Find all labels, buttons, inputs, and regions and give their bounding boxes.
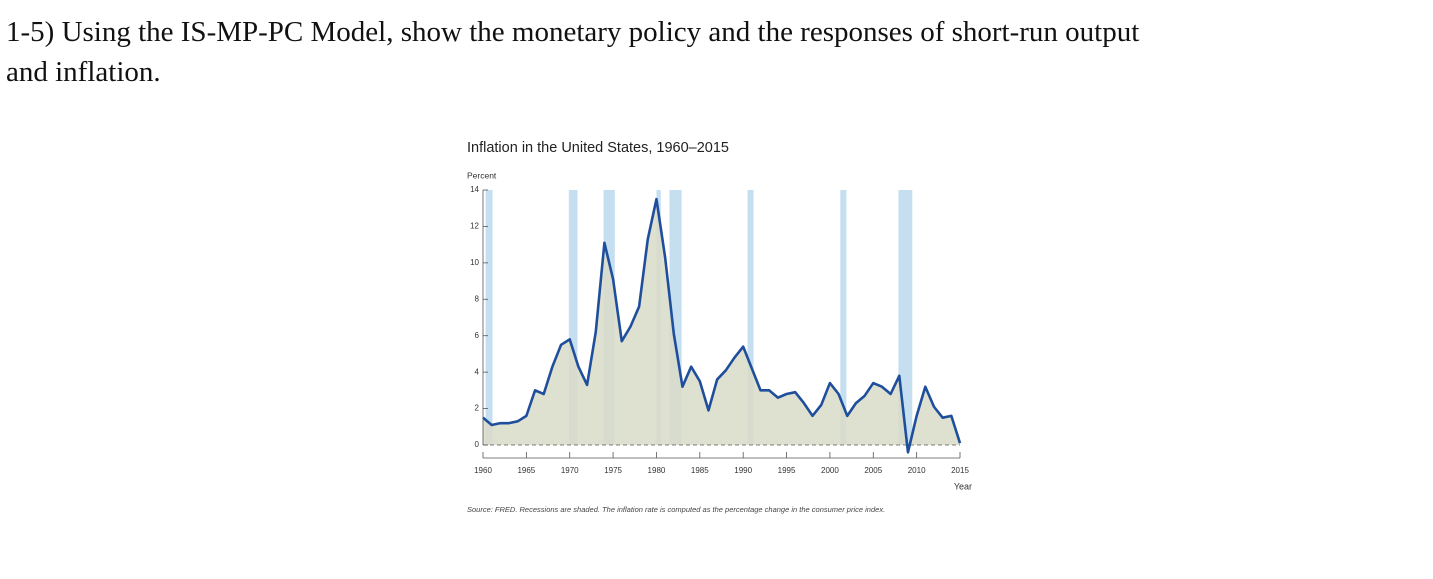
y-tick-label: 14 [470,185,479,194]
x-tick-label: 2000 [821,466,839,475]
recession-band [485,190,493,445]
y-tick-label: 6 [475,331,480,340]
y-tick-label: 10 [470,258,479,267]
y-tick-label: 8 [475,294,480,303]
x-axis-label: Year [954,481,972,491]
x-tick-label: 1985 [691,466,709,475]
area [483,199,960,453]
line [482,197,962,454]
y-tick-label: 12 [470,222,479,231]
chart-title: Inflation in the United States, 1960–201… [467,140,729,156]
question-line: and inflation. [6,56,161,88]
x-tick-label: 1965 [517,466,535,475]
x-tick-label: 1995 [778,466,796,475]
x-tick-label: 2005 [864,466,882,475]
y-tick-label: 0 [475,440,480,449]
recession-band [747,190,754,445]
y-tick-label: 4 [475,367,480,376]
x-tick-label: 1960 [474,466,492,475]
question-line: 1-5) Using the IS-MP-PC Model, show the … [6,16,1140,48]
x-tick-label: 1970 [561,466,579,475]
recession-band [568,190,578,445]
x-tick-label: 2015 [951,466,969,475]
x-tick-label: 1975 [604,466,622,475]
recession-band [898,190,913,445]
x-tick-label: 2010 [908,466,926,475]
y-axis-label: Percent [467,170,497,180]
y-tick-label: 2 [475,404,480,413]
x-tick-label: 1990 [734,466,752,475]
source-note: Source: FRED. Recessions are shaded. The… [467,505,886,514]
x-tick-label: 1980 [648,466,666,475]
recession-band [840,190,847,445]
